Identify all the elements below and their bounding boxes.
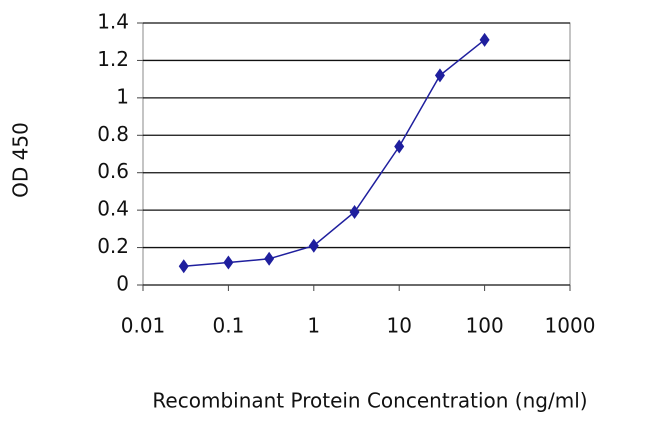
data-point <box>264 251 275 266</box>
y-tick-label: 1.2 <box>97 47 129 71</box>
x-tick-label: 100 <box>466 314 504 338</box>
y-tick-label: 0.6 <box>97 159 129 183</box>
y-tick-label: 1.4 <box>97 10 129 34</box>
data-point <box>178 259 189 274</box>
data-point <box>349 205 360 220</box>
y-tick-label: 0.4 <box>97 197 129 221</box>
y-tick-label: 1 <box>116 84 129 108</box>
y-tick-label: 0.2 <box>97 234 129 258</box>
y-tick-label: 0.8 <box>97 122 129 146</box>
data-point <box>479 32 490 47</box>
x-tick-label: 1000 <box>545 314 596 338</box>
x-tick-label: 0.01 <box>121 314 166 338</box>
data-line <box>183 39 486 268</box>
data-point <box>394 139 405 154</box>
x-tick-label: 0.1 <box>212 314 244 338</box>
data-point <box>434 68 445 83</box>
y-axis-label: OD 450 <box>9 122 33 198</box>
data-point <box>223 255 234 270</box>
x-tick-label: 10 <box>386 314 411 338</box>
plot-area <box>142 22 571 286</box>
x-axis-label: Recombinant Protein Concentration (ng/ml… <box>152 389 587 413</box>
data-point <box>308 238 319 253</box>
y-tick-label: 0 <box>116 272 129 296</box>
x-tick-label: 1 <box>307 314 320 338</box>
